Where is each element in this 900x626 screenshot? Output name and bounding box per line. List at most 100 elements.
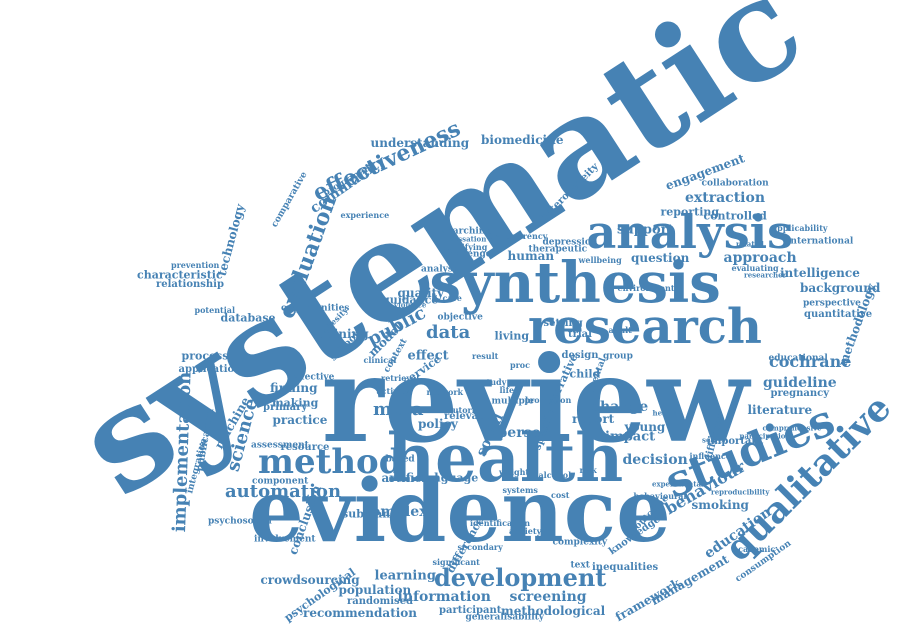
cloud-word-characteristic: characteristic [137,268,223,282]
cloud-word-practice: practice [272,413,328,427]
cloud-word-challenge: challenge [442,249,492,260]
cloud-word-relevant: relevant [444,411,490,422]
cloud-word-extraction: extraction [685,190,765,206]
cloud-word-evaluating: evaluating [731,263,779,273]
cloud-word-guidance: guidance [382,293,439,307]
cloud-word-substance: substance [342,507,404,521]
cloud-word-risk: risk [579,465,597,475]
cloud-word-policy: policy [418,417,458,431]
cloud-word-life: life [499,385,515,395]
cloud-word-participant: participant [439,605,502,616]
cloud-word-making: making [272,396,319,410]
cloud-word-depression: depression [542,237,598,248]
cloud-word-activity: activity [376,386,410,396]
cloud-word-application: application [178,364,242,375]
cloud-word-biomedicine: biomedicine [481,133,564,147]
cloud-word-tutorial: tutorial [449,405,484,415]
cloud-word-effect: effect [407,348,449,364]
cloud-word-retrieval: retrieval [381,373,420,383]
cloud-word-international: international [787,236,854,247]
cloud-word-research: research [528,299,762,355]
cloud-word-background: background [800,281,881,295]
cloud-word-cost: cost [551,490,570,500]
cloud-word-researcher: researcher [744,270,787,280]
cloud-word-complexity: complexity [552,537,608,548]
cloud-word-behavioural: behavioural [633,491,687,501]
cloud-word-guideline: guideline [763,375,837,391]
cloud-word-meta: meta [373,399,424,420]
cloud-word-systems: systems [502,485,538,495]
cloud-word-component: component [252,476,309,487]
cloud-word-prevention: prevention [171,260,220,270]
cloud-word-report: report [572,412,615,426]
cloud-word-environmental: environmental [617,283,683,293]
cloud-word-transparency: transparency [488,231,548,241]
cloud-word-primary: primary [263,402,308,413]
cloud-word-child: child [569,367,601,381]
cloud-word-complex: complex [362,504,428,520]
cloud-word-controlled: controlled [703,209,767,223]
cloud-word-generalisability: generalisability [465,612,545,623]
cloud-word-setting: setting [543,318,583,329]
cloud-word-change: change [591,399,649,415]
cloud-word-text: text [570,560,590,571]
cloud-word-screening: screening [509,589,587,605]
cloud-word-significant: significant [432,557,480,567]
cloud-word-assessment: assessment [251,440,309,451]
cloud-word-implementation: implementation [168,371,196,533]
cloud-word-violence: violence [394,300,427,310]
cloud-word-analyse: analyse [421,264,459,275]
cloud-word-anxiety: anxiety [509,526,542,536]
cloud-word-network: network [426,387,464,397]
cloud-word-care: care [442,293,462,303]
cloud-word-searching: searching [442,226,492,237]
cloud-word-analysis: analysis [586,205,794,259]
cloud-word-comprehensive: comprehensive [762,423,822,433]
cloud-word-person: person [497,425,551,441]
cloud-word-automation: automation [225,481,342,502]
cloud-word-literature: literature [747,403,813,417]
cloud-word-influence: influence [689,451,731,461]
cloud-word-smoking: smoking [691,498,749,512]
cloud-word-promotion: promotion [524,395,572,405]
cloud-word-human: human [507,249,555,263]
cloud-word-adult: adult [608,325,632,335]
cloud-word-evidence: evidence [249,461,671,562]
cloud-word-relationship: relationship [156,279,224,290]
cloud-word-based: based [385,454,415,465]
cloud-word-reproducibility: reproducibility [711,487,770,497]
cloud-word-opportunities: opportunities [281,303,350,314]
cloud-word-objective: objective [437,312,483,323]
cloud-word-quantitative: quantitative [804,309,873,320]
cloud-word-database: database [220,311,276,325]
cloud-word-cessation: cessation [449,234,487,244]
cloud-word-group: group [603,351,633,362]
cloud-word-wellbeing: wellbeing [578,255,622,265]
cloud-word-cochrane: cochrane [769,352,852,371]
cloud-word-health: health [652,408,678,418]
cloud-word-intelligence: intelligence [780,266,860,280]
cloud-word-population: population [338,583,412,597]
cloud-word-design: design [561,350,599,361]
cloud-word-related: related [736,239,764,249]
cloud-word-proc: proc [510,360,531,370]
cloud-word-perspective: perspective [803,298,861,309]
cloud-word-participation: participation [739,431,791,441]
cloud-word-processing: processing [181,349,249,363]
cloud-word-mining: mining [321,327,369,341]
cloud-word-applicability: applicability [772,223,828,233]
cloud-word-psychosocial: psychosocial [208,516,272,527]
cloud-word-quality: quality [397,286,445,300]
cloud-word-resource: resource [280,442,330,453]
cloud-word-impact: impact [605,429,656,445]
cloud-word-young: young [624,420,666,434]
cloud-word-result: result [472,351,499,361]
cloud-word-recommendation: recommendation [303,606,418,620]
cloud-word-question: question [631,251,690,265]
cloud-word-pregnancy: pregnancy [770,388,830,399]
cloud-word-secondary: secondary [457,542,503,552]
cloud-word-review: review [321,330,749,469]
cloud-word-important: important [707,436,764,447]
cloud-word-experimental: experimental [652,479,704,489]
